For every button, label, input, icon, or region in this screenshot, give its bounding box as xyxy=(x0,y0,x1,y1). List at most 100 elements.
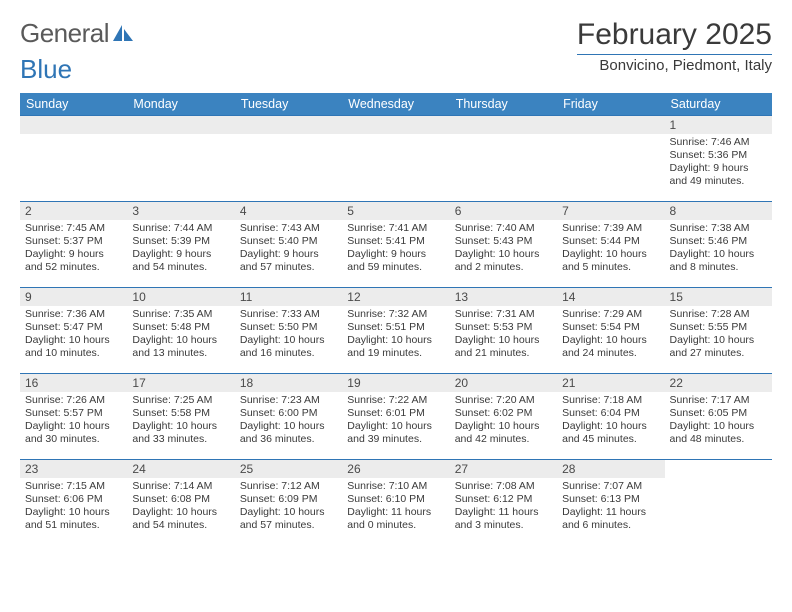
day-cell: 7Sunrise: 7:39 AMSunset: 5:44 PMDaylight… xyxy=(557,202,664,288)
day-number: 17 xyxy=(127,374,234,392)
week-row: 16Sunrise: 7:26 AMSunset: 5:57 PMDayligh… xyxy=(20,374,772,460)
location: Bonvicino, Piedmont, Italy xyxy=(577,57,772,74)
day-details: Sunrise: 7:20 AMSunset: 6:02 PMDaylight:… xyxy=(450,392,557,451)
empty-day-strip xyxy=(342,116,449,134)
day-number: 28 xyxy=(557,460,664,478)
day-cell: 28Sunrise: 7:07 AMSunset: 6:13 PMDayligh… xyxy=(557,460,664,546)
day-cell: 9Sunrise: 7:36 AMSunset: 5:47 PMDaylight… xyxy=(20,288,127,374)
day-number: 8 xyxy=(665,202,772,220)
empty-day-strip xyxy=(127,116,234,134)
empty-day-strip xyxy=(557,116,664,134)
day-number: 4 xyxy=(235,202,342,220)
day-number: 1 xyxy=(665,116,772,134)
day-details: Sunrise: 7:26 AMSunset: 5:57 PMDaylight:… xyxy=(20,392,127,451)
day-details: Sunrise: 7:07 AMSunset: 6:13 PMDaylight:… xyxy=(557,478,664,537)
day-number: 6 xyxy=(450,202,557,220)
col-thursday: Thursday xyxy=(450,93,557,116)
day-cell: 20Sunrise: 7:20 AMSunset: 6:02 PMDayligh… xyxy=(450,374,557,460)
day-cell: 24Sunrise: 7:14 AMSunset: 6:08 PMDayligh… xyxy=(127,460,234,546)
day-cell: 13Sunrise: 7:31 AMSunset: 5:53 PMDayligh… xyxy=(450,288,557,374)
day-details: Sunrise: 7:12 AMSunset: 6:09 PMDaylight:… xyxy=(235,478,342,537)
col-monday: Monday xyxy=(127,93,234,116)
title-block: February 2025 Bonvicino, Piedmont, Italy xyxy=(577,18,772,74)
day-details: Sunrise: 7:40 AMSunset: 5:43 PMDaylight:… xyxy=(450,220,557,279)
day-number: 16 xyxy=(20,374,127,392)
col-wednesday: Wednesday xyxy=(342,93,449,116)
day-cell: 14Sunrise: 7:29 AMSunset: 5:54 PMDayligh… xyxy=(557,288,664,374)
day-cell xyxy=(342,116,449,202)
day-number: 23 xyxy=(20,460,127,478)
day-details: Sunrise: 7:22 AMSunset: 6:01 PMDaylight:… xyxy=(342,392,449,451)
day-cell xyxy=(235,116,342,202)
day-details: Sunrise: 7:46 AMSunset: 5:36 PMDaylight:… xyxy=(665,134,772,193)
col-saturday: Saturday xyxy=(665,93,772,116)
day-details: Sunrise: 7:31 AMSunset: 5:53 PMDaylight:… xyxy=(450,306,557,365)
day-cell: 4Sunrise: 7:43 AMSunset: 5:40 PMDaylight… xyxy=(235,202,342,288)
logo-text-2: Blue xyxy=(20,54,72,84)
day-number: 11 xyxy=(235,288,342,306)
day-cell xyxy=(20,116,127,202)
day-number: 26 xyxy=(342,460,449,478)
day-number: 2 xyxy=(20,202,127,220)
day-details: Sunrise: 7:38 AMSunset: 5:46 PMDaylight:… xyxy=(665,220,772,279)
day-number: 27 xyxy=(450,460,557,478)
calendar-page: General February 2025 Bonvicino, Piedmon… xyxy=(0,0,792,556)
day-number: 24 xyxy=(127,460,234,478)
day-cell: 12Sunrise: 7:32 AMSunset: 5:51 PMDayligh… xyxy=(342,288,449,374)
empty-day-strip xyxy=(235,116,342,134)
week-row: 9Sunrise: 7:36 AMSunset: 5:47 PMDaylight… xyxy=(20,288,772,374)
day-details: Sunrise: 7:35 AMSunset: 5:48 PMDaylight:… xyxy=(127,306,234,365)
day-cell: 6Sunrise: 7:40 AMSunset: 5:43 PMDaylight… xyxy=(450,202,557,288)
day-number: 25 xyxy=(235,460,342,478)
day-number: 3 xyxy=(127,202,234,220)
day-details: Sunrise: 7:18 AMSunset: 6:04 PMDaylight:… xyxy=(557,392,664,451)
week-row: 1Sunrise: 7:46 AMSunset: 5:36 PMDaylight… xyxy=(20,116,772,202)
day-cell: 25Sunrise: 7:12 AMSunset: 6:09 PMDayligh… xyxy=(235,460,342,546)
day-number: 5 xyxy=(342,202,449,220)
day-details: Sunrise: 7:23 AMSunset: 6:00 PMDaylight:… xyxy=(235,392,342,451)
day-cell: 1Sunrise: 7:46 AMSunset: 5:36 PMDaylight… xyxy=(665,116,772,202)
day-details: Sunrise: 7:08 AMSunset: 6:12 PMDaylight:… xyxy=(450,478,557,537)
day-number: 13 xyxy=(450,288,557,306)
day-number: 18 xyxy=(235,374,342,392)
col-sunday: Sunday xyxy=(20,93,127,116)
day-cell: 21Sunrise: 7:18 AMSunset: 6:04 PMDayligh… xyxy=(557,374,664,460)
day-cell xyxy=(127,116,234,202)
day-details: Sunrise: 7:29 AMSunset: 5:54 PMDaylight:… xyxy=(557,306,664,365)
logo: General xyxy=(20,18,135,49)
day-details: Sunrise: 7:45 AMSunset: 5:37 PMDaylight:… xyxy=(20,220,127,279)
day-cell: 2Sunrise: 7:45 AMSunset: 5:37 PMDaylight… xyxy=(20,202,127,288)
day-details: Sunrise: 7:14 AMSunset: 6:08 PMDaylight:… xyxy=(127,478,234,537)
day-cell: 3Sunrise: 7:44 AMSunset: 5:39 PMDaylight… xyxy=(127,202,234,288)
day-cell: 26Sunrise: 7:10 AMSunset: 6:10 PMDayligh… xyxy=(342,460,449,546)
logo-sail-icon xyxy=(111,23,135,43)
day-cell: 17Sunrise: 7:25 AMSunset: 5:58 PMDayligh… xyxy=(127,374,234,460)
day-cell: 5Sunrise: 7:41 AMSunset: 5:41 PMDaylight… xyxy=(342,202,449,288)
day-number: 19 xyxy=(342,374,449,392)
day-cell: 22Sunrise: 7:17 AMSunset: 6:05 PMDayligh… xyxy=(665,374,772,460)
day-details: Sunrise: 7:10 AMSunset: 6:10 PMDaylight:… xyxy=(342,478,449,537)
day-cell xyxy=(665,460,772,546)
day-number: 20 xyxy=(450,374,557,392)
day-number: 22 xyxy=(665,374,772,392)
day-details: Sunrise: 7:44 AMSunset: 5:39 PMDaylight:… xyxy=(127,220,234,279)
day-details: Sunrise: 7:39 AMSunset: 5:44 PMDaylight:… xyxy=(557,220,664,279)
empty-day-strip xyxy=(20,116,127,134)
day-cell: 19Sunrise: 7:22 AMSunset: 6:01 PMDayligh… xyxy=(342,374,449,460)
day-details: Sunrise: 7:36 AMSunset: 5:47 PMDaylight:… xyxy=(20,306,127,365)
day-cell: 11Sunrise: 7:33 AMSunset: 5:50 PMDayligh… xyxy=(235,288,342,374)
day-cell: 15Sunrise: 7:28 AMSunset: 5:55 PMDayligh… xyxy=(665,288,772,374)
day-number: 9 xyxy=(20,288,127,306)
day-details: Sunrise: 7:25 AMSunset: 5:58 PMDaylight:… xyxy=(127,392,234,451)
day-cell: 10Sunrise: 7:35 AMSunset: 5:48 PMDayligh… xyxy=(127,288,234,374)
empty-day-strip xyxy=(450,116,557,134)
day-details: Sunrise: 7:32 AMSunset: 5:51 PMDaylight:… xyxy=(342,306,449,365)
col-friday: Friday xyxy=(557,93,664,116)
day-number: 15 xyxy=(665,288,772,306)
week-row: 2Sunrise: 7:45 AMSunset: 5:37 PMDaylight… xyxy=(20,202,772,288)
day-details: Sunrise: 7:15 AMSunset: 6:06 PMDaylight:… xyxy=(20,478,127,537)
day-cell: 16Sunrise: 7:26 AMSunset: 5:57 PMDayligh… xyxy=(20,374,127,460)
day-number: 7 xyxy=(557,202,664,220)
day-cell: 8Sunrise: 7:38 AMSunset: 5:46 PMDaylight… xyxy=(665,202,772,288)
day-number: 21 xyxy=(557,374,664,392)
